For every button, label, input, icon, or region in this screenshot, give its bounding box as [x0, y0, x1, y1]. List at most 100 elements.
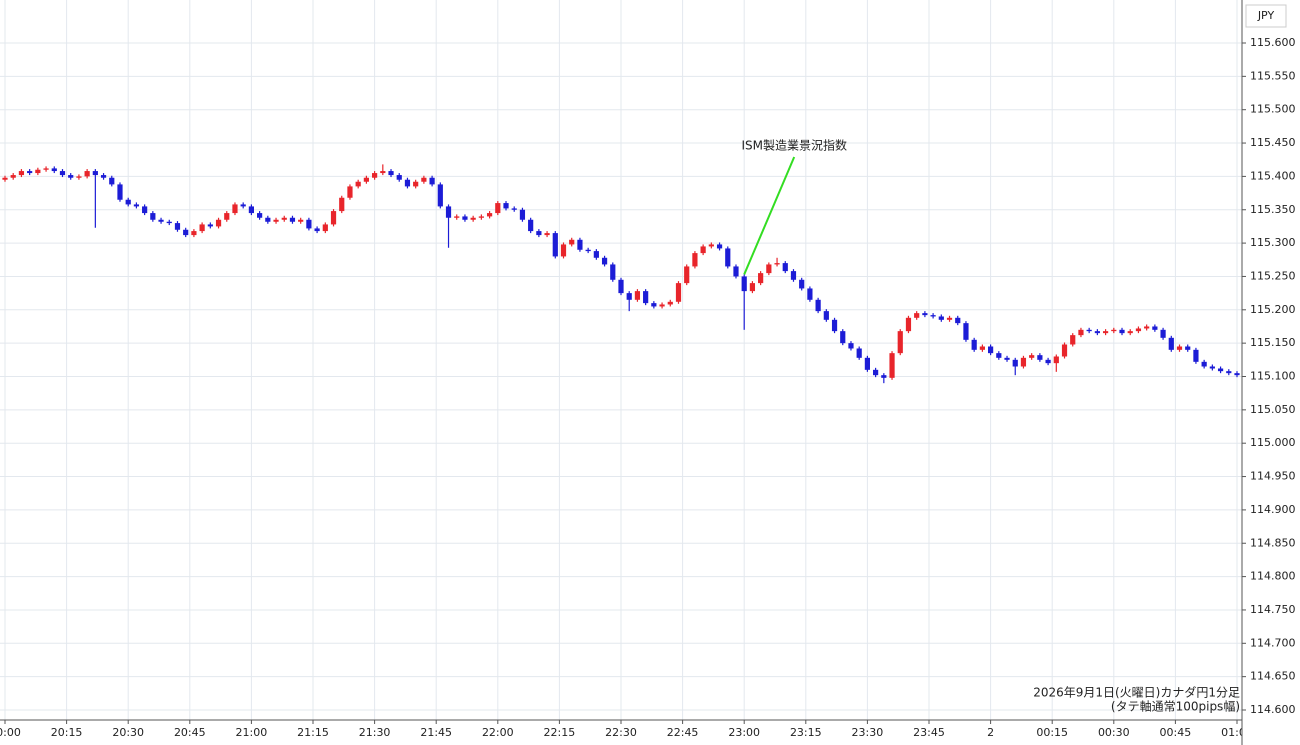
- candle-body: [109, 177, 115, 185]
- candle: [577, 237, 583, 252]
- y-tick-label: 114.750: [1250, 603, 1296, 616]
- y-tick-label: 114.850: [1250, 536, 1296, 549]
- y-tick-label: 115.000: [1250, 436, 1296, 449]
- candle: [117, 182, 123, 202]
- candle-body: [782, 263, 788, 272]
- candle: [996, 351, 1002, 360]
- note-line: 2026年9月1日(火曜日)カナダ円1分足: [1033, 685, 1240, 700]
- candle: [27, 169, 33, 176]
- candle-body: [610, 264, 616, 280]
- candle-body: [265, 217, 271, 222]
- candle-body: [1160, 329, 1166, 338]
- candle: [68, 173, 74, 180]
- candle-body: [191, 231, 197, 236]
- candle: [955, 315, 961, 326]
- candle-body: [766, 264, 772, 274]
- candle-body: [536, 231, 542, 236]
- candle: [322, 222, 328, 234]
- candle: [396, 173, 402, 182]
- candle: [856, 346, 862, 360]
- y-tick-label: 115.350: [1250, 203, 1296, 216]
- candle-body: [667, 301, 673, 305]
- candle: [109, 175, 115, 187]
- candle-body: [158, 219, 164, 222]
- candle-body: [330, 211, 337, 225]
- candle-body: [544, 233, 550, 236]
- candle-body: [955, 317, 961, 324]
- candle: [125, 197, 131, 207]
- candle: [240, 202, 246, 209]
- candle: [18, 169, 25, 178]
- y-tick-label: 115.500: [1250, 103, 1296, 116]
- candle-body: [224, 213, 230, 220]
- candle-body: [684, 266, 690, 284]
- candle-body: [749, 283, 756, 292]
- candle-body: [1193, 349, 1199, 362]
- candle-body: [166, 221, 172, 224]
- x-tick-label: 01:00: [1221, 726, 1253, 739]
- y-tick-label: 115.550: [1250, 69, 1296, 82]
- candle-body: [1086, 329, 1092, 332]
- x-tick-label: 00:15: [1036, 726, 1068, 739]
- candle: [684, 264, 690, 286]
- candle-body: [881, 375, 887, 378]
- candle: [248, 204, 254, 216]
- annotation-text: ISM製造業景況指数: [741, 138, 847, 153]
- candle: [889, 351, 895, 380]
- candle: [979, 344, 985, 352]
- candle: [199, 222, 205, 234]
- candle: [1029, 353, 1035, 360]
- x-tick-label: 00:30: [1098, 726, 1130, 739]
- candle: [413, 179, 419, 189]
- candle: [774, 257, 780, 267]
- candle: [470, 215, 476, 222]
- candle: [150, 211, 156, 222]
- candle: [536, 229, 542, 238]
- candle: [1152, 324, 1158, 332]
- candle-body: [240, 204, 246, 207]
- candle-body: [355, 181, 361, 187]
- candle: [257, 211, 263, 220]
- candle: [495, 201, 501, 216]
- candle: [544, 231, 550, 238]
- candle: [174, 221, 181, 232]
- candle: [133, 202, 140, 209]
- candle: [1217, 366, 1224, 374]
- candle: [298, 217, 304, 224]
- candle: [873, 367, 879, 378]
- candle: [207, 222, 213, 229]
- candle-body: [585, 249, 591, 252]
- candle-body: [996, 353, 1002, 358]
- grid: [0, 0, 1242, 720]
- candle-body: [347, 186, 353, 198]
- candle: [1176, 344, 1183, 352]
- candle-body: [1135, 328, 1142, 332]
- candle-body: [1020, 357, 1027, 367]
- candle-body: [799, 279, 805, 289]
- candle: [749, 281, 756, 294]
- candle-body: [396, 175, 402, 180]
- candle: [314, 226, 320, 234]
- candle-body: [1070, 335, 1076, 345]
- candle: [831, 317, 838, 334]
- candle: [700, 244, 706, 256]
- candle-body: [873, 369, 879, 376]
- candle: [511, 206, 517, 212]
- candle: [1012, 357, 1018, 376]
- candle: [667, 299, 673, 307]
- candle: [897, 329, 903, 356]
- candle: [43, 166, 49, 172]
- candle-body: [298, 219, 304, 222]
- x-tick-label: 21:00: [236, 726, 268, 739]
- candle-body: [339, 197, 345, 212]
- candle: [634, 289, 641, 302]
- candle-body: [1152, 326, 1158, 330]
- candle-body: [1012, 359, 1018, 367]
- candle-body: [1029, 355, 1035, 358]
- candle-body: [413, 181, 419, 187]
- candle-body: [840, 331, 846, 344]
- candle-body: [716, 244, 723, 249]
- x-tick-label: 00:45: [1160, 726, 1192, 739]
- candle-body: [454, 216, 460, 218]
